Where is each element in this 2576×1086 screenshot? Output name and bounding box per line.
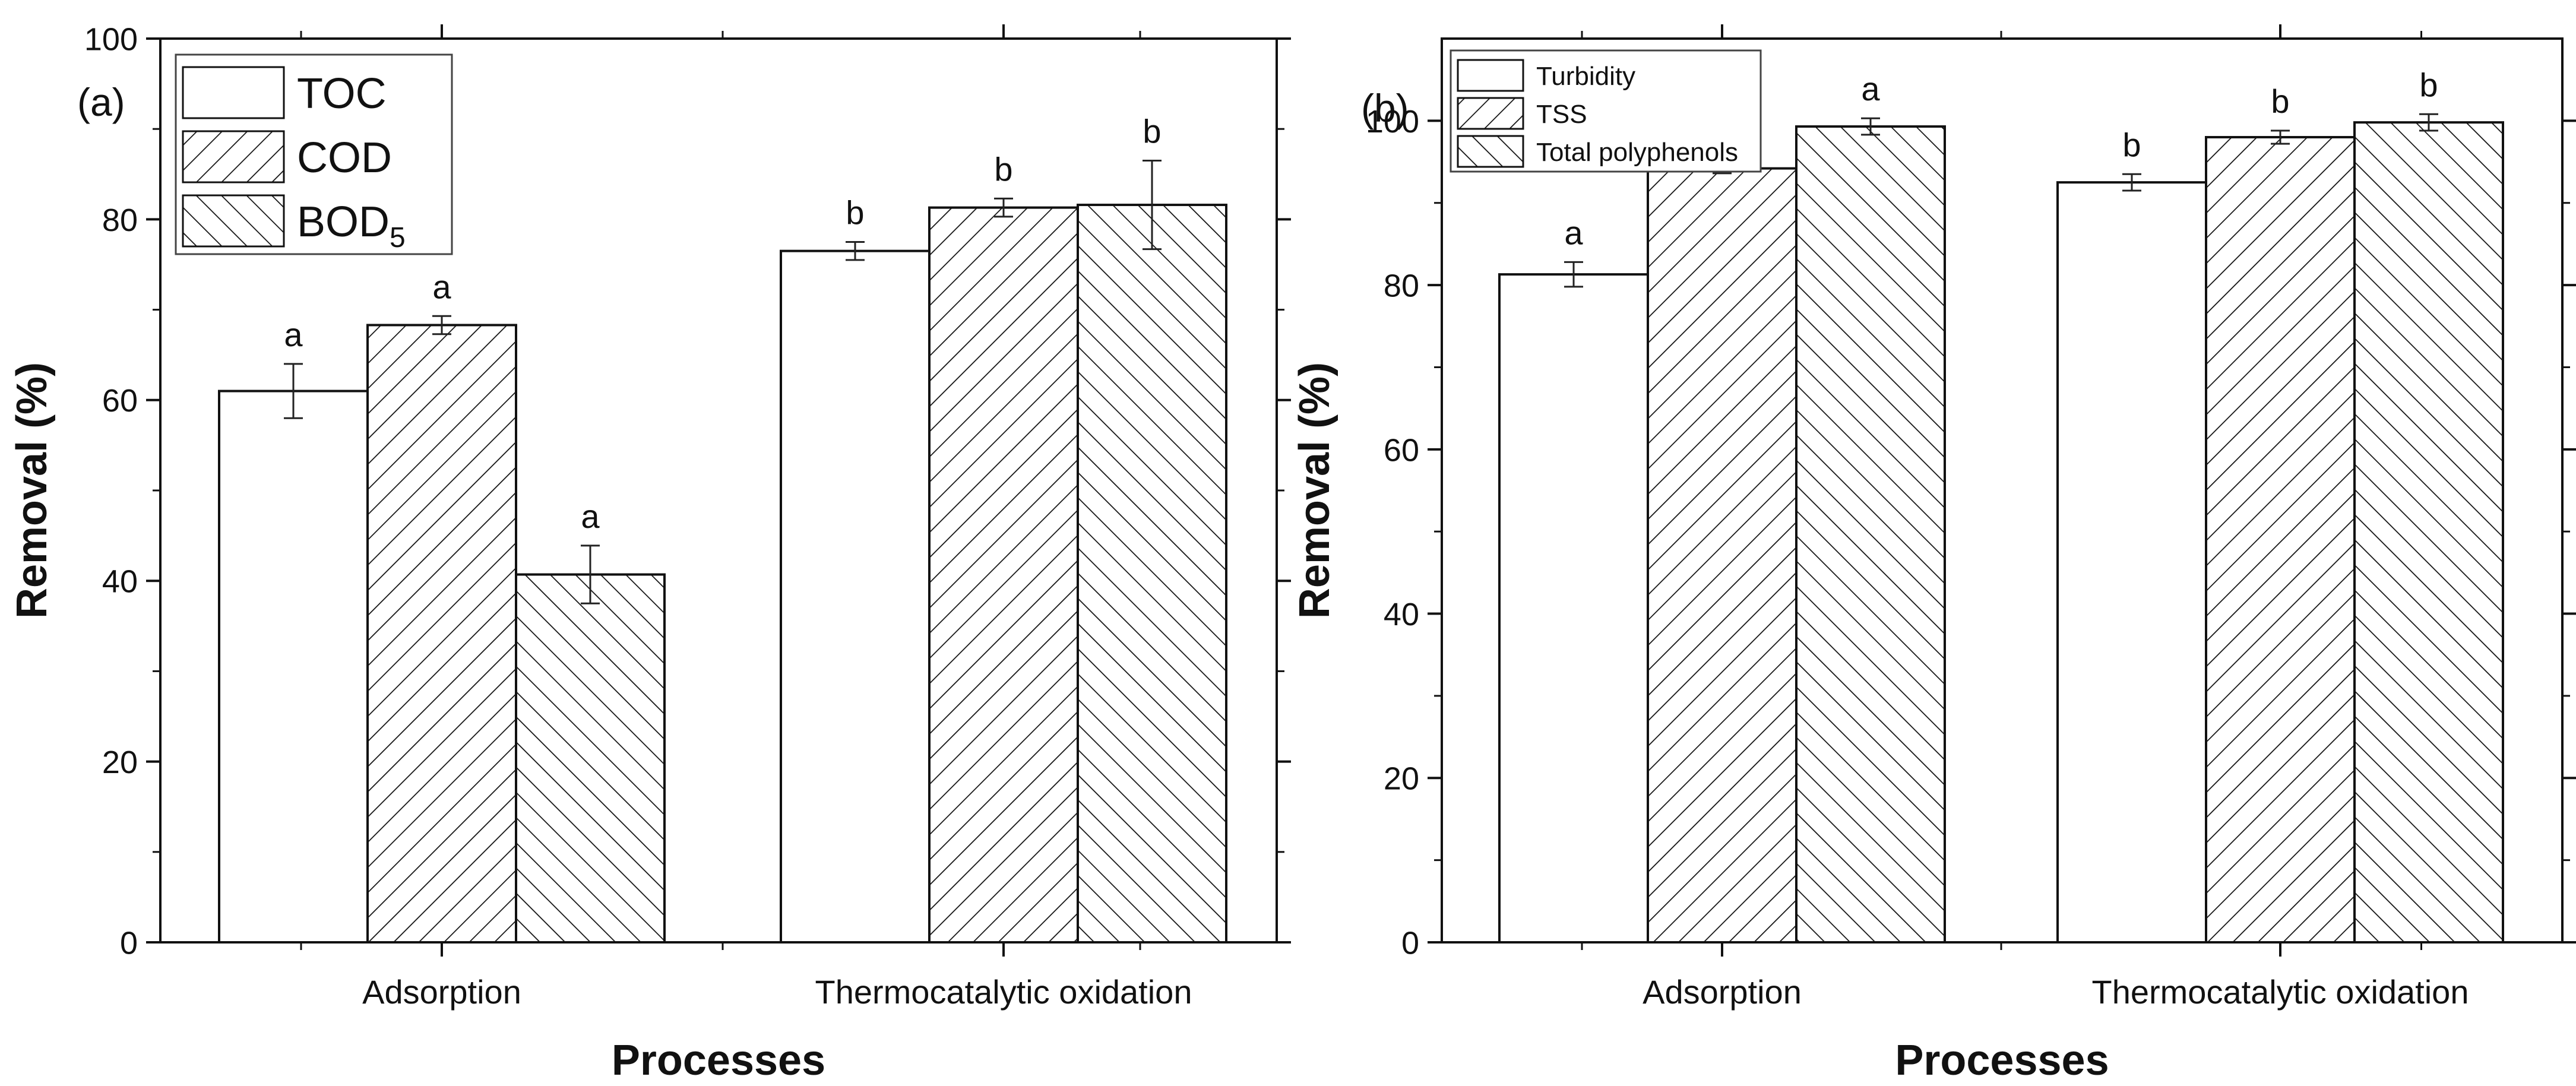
legend-label: COD: [297, 134, 392, 182]
y-axis-label: Removal (%): [1291, 362, 1338, 619]
legend-label: BOD5: [297, 198, 406, 254]
legend: TOC COD BOD5: [175, 53, 453, 255]
panel-label: (b): [1361, 86, 1409, 130]
bar: [1077, 204, 1227, 944]
y-tick-label: 80: [1384, 268, 1419, 304]
x-category-label: Adsorption: [1643, 973, 1802, 1011]
legend-swatch: [182, 194, 285, 248]
bar: [780, 249, 931, 943]
legend-swatch: [182, 66, 285, 119]
x-axis-label: Processes: [1895, 1037, 2109, 1084]
bar: [2353, 121, 2504, 944]
x-category-label: Adsorption: [362, 973, 521, 1011]
y-tick-label: 100: [1366, 104, 1419, 140]
y-tick-label: 80: [102, 202, 138, 238]
significance-label: b: [2271, 83, 2289, 120]
legend-swatch: [182, 130, 285, 183]
bar: [515, 573, 666, 943]
x-category-label: Thermocatalytic oxidation: [815, 973, 1192, 1011]
legend: Turbidity TSS Total polyphenols: [1450, 49, 1762, 173]
significance-label: a: [432, 268, 451, 305]
legend-label: Total polyphenols: [1536, 138, 1738, 167]
bar: [1795, 125, 1946, 944]
y-tick-label: 40: [1384, 597, 1419, 632]
y-axis-label: Removal (%): [8, 362, 56, 619]
bar: [2056, 181, 2207, 943]
panel-label: (a): [77, 80, 125, 124]
y-tick-label: 20: [1384, 761, 1419, 797]
x-category-label: Thermocatalytic oxidation: [2092, 973, 2469, 1011]
bar: [1498, 273, 1649, 943]
y-tick-label: 0: [1401, 925, 1419, 961]
significance-label: a: [581, 498, 600, 535]
chart-panel-b: 0 20 40 60 80 100 Adsorption Thermocatalytic ox…: [1291, 24, 2576, 1084]
y-tick-label: 0: [120, 925, 138, 961]
y-tick-label: 40: [102, 564, 138, 600]
legend-swatch: [1457, 97, 1524, 130]
significance-label: a: [284, 316, 303, 353]
legend-label: TSS: [1536, 100, 1587, 129]
chart-panel-a: 0 20 40 60 80 100 Adsorption Thermocatalytic ox…: [8, 21, 1291, 1084]
y-tick-label: 100: [84, 21, 138, 57]
bar: [2205, 136, 2356, 943]
bar: [366, 324, 517, 943]
bar: [218, 390, 369, 943]
y-tick-label: 60: [102, 383, 138, 419]
significance-label: b: [2122, 126, 2141, 163]
legend-label: Turbidity: [1536, 62, 1635, 91]
legend-swatch: [1457, 135, 1524, 168]
significance-label: b: [994, 150, 1012, 188]
bar: [1647, 167, 1797, 944]
legend-label: TOC: [297, 70, 387, 118]
significance-label: b: [846, 194, 864, 231]
y-tick-label: 60: [1384, 432, 1419, 468]
bar: [928, 206, 1079, 943]
significance-label: b: [1143, 112, 1161, 150]
significance-label: b: [2419, 66, 2438, 103]
significance-label: a: [1564, 214, 1583, 251]
legend-label-subscript: 5: [390, 222, 406, 254]
significance-label: a: [1861, 70, 1880, 107]
legend-swatch: [1457, 59, 1524, 92]
x-axis-label: Processes: [612, 1037, 825, 1084]
y-tick-label: 20: [102, 745, 138, 780]
